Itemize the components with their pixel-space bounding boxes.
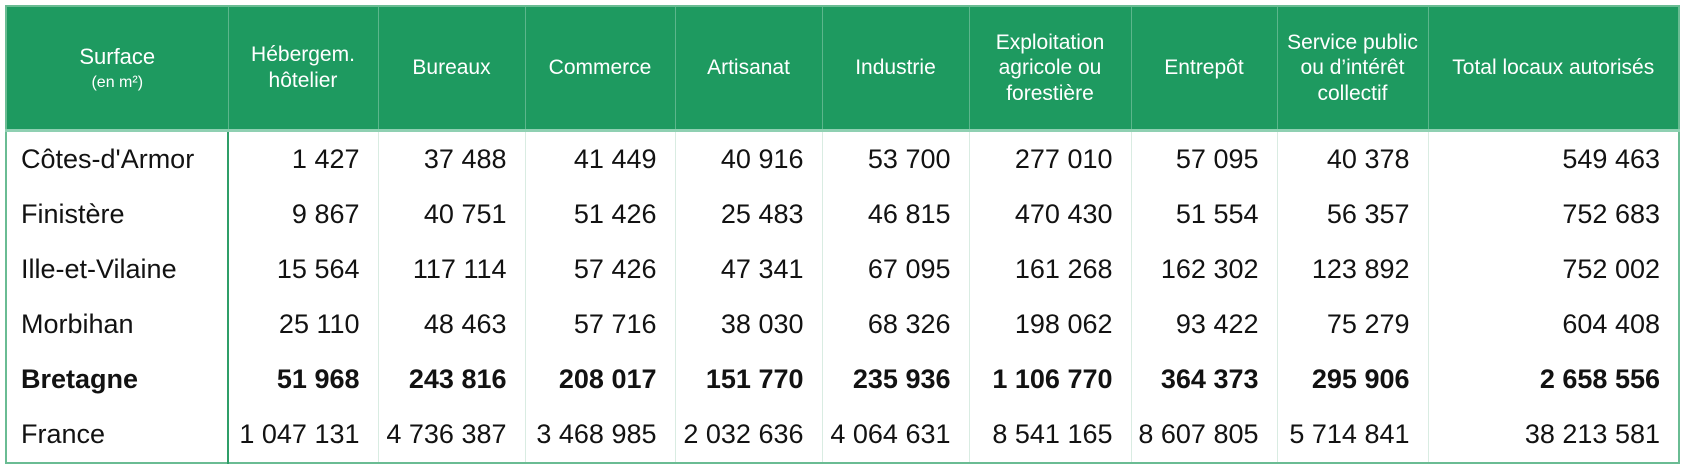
row-label: France — [21, 419, 106, 449]
cell: 51 554 — [1130, 187, 1277, 242]
corner-header: Surface (en m²) — [6, 6, 228, 132]
cell: 117 114 — [377, 242, 525, 297]
col-header-artisanat: Artisanat — [674, 6, 822, 132]
corner-header-label: Surface — [79, 43, 156, 69]
table-row-bretagne-total: Bretagne 51 968 243 816 208 017 151 770 … — [6, 352, 1679, 407]
cell: 51 968 — [227, 352, 378, 407]
cell: 5 714 841 — [1276, 407, 1428, 463]
cell: 151 770 — [674, 352, 822, 407]
col-header-service-public: Service public ou d’intérêt collectif — [1276, 6, 1428, 132]
row-label: Côtes-d'Armor — [21, 144, 195, 174]
cell: 67 095 — [821, 242, 969, 297]
cell: 4 736 387 — [377, 407, 525, 463]
cell: 41 449 — [524, 130, 675, 187]
cell: 38 213 581 — [1427, 407, 1679, 463]
header-row: Surface (en m²) Hébergem. hôtelier Burea… — [6, 6, 1679, 132]
cell: 46 815 — [821, 187, 969, 242]
col-header-exploitation-agricole: Exploitation agricole ou forestière — [968, 6, 1131, 132]
cell: 56 357 — [1276, 187, 1428, 242]
col-header-entrepot: Entrepôt — [1130, 6, 1277, 132]
col-header-total-locaux: Total locaux autorisés — [1427, 6, 1679, 132]
cell: 752 002 — [1427, 242, 1679, 297]
table-row-france: France 1 047 131 4 736 387 3 468 985 2 0… — [6, 407, 1679, 463]
cell: 295 906 — [1276, 352, 1428, 407]
table-row-finistere: Finistère 9 867 40 751 51 426 25 483 46 … — [6, 187, 1679, 242]
cell: 38 030 — [674, 297, 822, 352]
cell: 1 106 770 — [968, 352, 1131, 407]
cell: 47 341 — [674, 242, 822, 297]
cell: 93 422 — [1130, 297, 1277, 352]
cell: 25 483 — [674, 187, 822, 242]
cell: 235 936 — [821, 352, 969, 407]
cell: 15 564 — [227, 242, 378, 297]
cell: 51 426 — [524, 187, 675, 242]
cell: 243 816 — [377, 352, 525, 407]
col-header-industrie: Industrie — [821, 6, 969, 132]
cell: 53 700 — [821, 130, 969, 187]
cell: 40 751 — [377, 187, 525, 242]
cell: 68 326 — [821, 297, 969, 352]
cell: 57 426 — [524, 242, 675, 297]
table-row-ille-et-vilaine: Ille-et-Vilaine 15 564 117 114 57 426 47… — [6, 242, 1679, 297]
cell: 40 916 — [674, 130, 822, 187]
row-label: Finistère — [21, 199, 125, 229]
row-label: Ille-et-Vilaine — [21, 254, 177, 284]
corner-header-unit: (en m²) — [91, 73, 144, 91]
table-row-cotes-darmor: Côtes-d'Armor 1 427 37 488 41 449 40 916… — [6, 130, 1679, 187]
cell: 2 032 636 — [674, 407, 822, 463]
cell: 208 017 — [524, 352, 675, 407]
row-label: Morbihan — [21, 309, 134, 339]
cell: 470 430 — [968, 187, 1131, 242]
cell: 37 488 — [377, 130, 525, 187]
surface-table-container: Surface (en m²) Hébergem. hôtelier Burea… — [5, 5, 1680, 464]
cell: 161 268 — [968, 242, 1131, 297]
cell: 40 378 — [1276, 130, 1428, 187]
cell: 75 279 — [1276, 297, 1428, 352]
cell: 549 463 — [1427, 130, 1679, 187]
cell: 9 867 — [227, 187, 378, 242]
cell: 364 373 — [1130, 352, 1277, 407]
table-row-morbihan: Morbihan 25 110 48 463 57 716 38 030 68 … — [6, 297, 1679, 352]
row-label: Bretagne — [21, 364, 139, 394]
cell: 4 064 631 — [821, 407, 969, 463]
surface-table: Surface (en m²) Hébergem. hôtelier Burea… — [5, 5, 1680, 464]
cell: 8 541 165 — [968, 407, 1131, 463]
col-header-bureaux: Bureaux — [377, 6, 525, 132]
cell: 2 658 556 — [1427, 352, 1679, 407]
cell: 48 463 — [377, 297, 525, 352]
cell: 57 095 — [1130, 130, 1277, 187]
cell: 8 607 805 — [1130, 407, 1277, 463]
col-header-hebergement-hotelier: Hébergem. hôtelier — [227, 6, 378, 132]
cell: 25 110 — [227, 297, 378, 352]
cell: 123 892 — [1276, 242, 1428, 297]
cell: 1 427 — [227, 130, 378, 187]
cell: 752 683 — [1427, 187, 1679, 242]
cell: 198 062 — [968, 297, 1131, 352]
cell: 57 716 — [524, 297, 675, 352]
cell: 277 010 — [968, 130, 1131, 187]
cell: 162 302 — [1130, 242, 1277, 297]
cell: 3 468 985 — [524, 407, 675, 463]
cell: 604 408 — [1427, 297, 1679, 352]
col-header-commerce: Commerce — [524, 6, 675, 132]
cell: 1 047 131 — [227, 407, 378, 463]
